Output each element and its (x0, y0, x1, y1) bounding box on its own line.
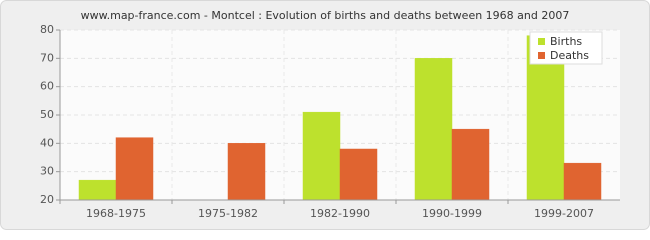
legend-label: Deaths (550, 49, 589, 62)
y-tick-label: 80 (40, 23, 54, 36)
legend-label: Births (550, 35, 582, 48)
bar (414, 58, 453, 201)
chart-title: www.map-france.com - Montcel : Evolution… (81, 9, 570, 22)
x-tick-label: 1999-2007 (534, 207, 594, 220)
y-tick-label: 30 (40, 165, 54, 178)
bar (302, 111, 341, 201)
bar (115, 137, 154, 201)
chart: www.map-france.com - Montcel : Evolution… (0, 0, 650, 230)
y-tick-label: 60 (40, 80, 54, 93)
x-tick-label: 1982-1990 (310, 207, 370, 220)
bar (227, 143, 266, 201)
y-tick-label: 70 (40, 51, 54, 64)
y-tick-label: 20 (40, 193, 54, 206)
bar (451, 128, 490, 201)
x-tick-label: 1990-1999 (422, 207, 482, 220)
legend-swatch (538, 38, 545, 45)
y-tick-label: 50 (40, 108, 54, 121)
x-tick-label: 1968-1975 (86, 207, 146, 220)
legend-swatch (538, 52, 545, 59)
bar (339, 148, 378, 201)
y-tick-label: 40 (40, 136, 54, 149)
bar (78, 179, 117, 201)
bar (563, 162, 602, 201)
x-tick-label: 1975-1982 (198, 207, 258, 220)
